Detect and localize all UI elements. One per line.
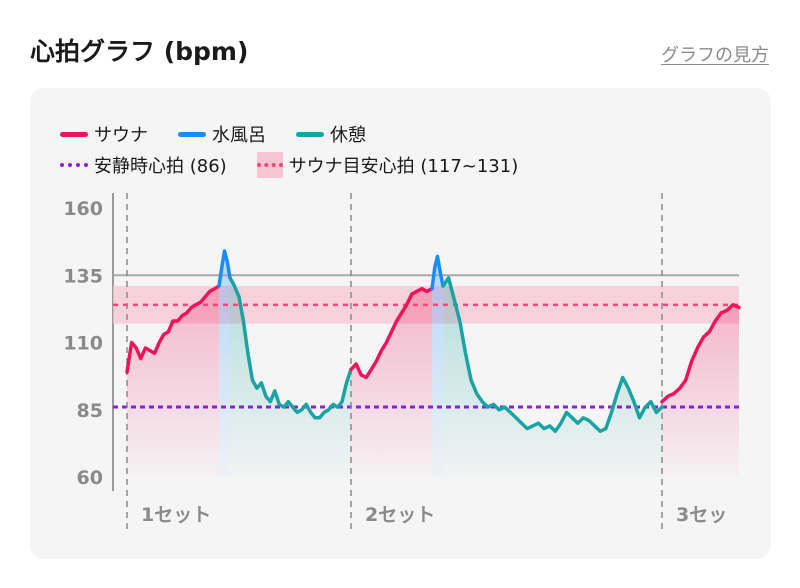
legend-sauna: サウナ <box>60 121 148 147</box>
graph-guide-link[interactable]: グラフの見方 <box>661 45 769 66</box>
legend-target: サウナ目安心拍 (117~131) <box>256 152 519 178</box>
legend-row-phases: サウナ 水風呂 休憩 <box>60 121 396 147</box>
legend-resting-label: 安静時心拍 (86) <box>94 156 227 177</box>
area-fill-mizuburo <box>432 256 443 477</box>
y-tick-label: 85 <box>77 400 103 422</box>
area-fill-kyukei <box>230 277 351 477</box>
legend-mizuburo: 水風呂 <box>178 121 266 147</box>
legend-kyukei-label: 休憩 <box>330 125 366 146</box>
legend-mizuburo-label: 水風呂 <box>212 125 266 146</box>
legend-target-swatch <box>256 152 283 178</box>
y-tick-label: 160 <box>63 198 103 220</box>
legend-kyukei-swatch <box>296 131 324 137</box>
legend-target-label: サウナ目安心拍 (117~131) <box>288 156 519 177</box>
legend-sauna-swatch <box>60 131 88 137</box>
heart-rate-chart: 160 135 110 85 60 1セット 2セット 3セッ <box>63 193 741 530</box>
legend-resting-swatch <box>60 163 88 167</box>
legend-row-references: 安静時心拍 (86) サウナ目安心拍 (117~131) <box>60 152 548 178</box>
series-line-mizuburo <box>430 254 445 291</box>
area-fill-sauna <box>351 288 432 477</box>
legend-mizuburo-swatch <box>178 131 206 137</box>
x-tick-label: 1セット <box>141 504 211 526</box>
y-tick-label: 135 <box>63 265 103 287</box>
series-line-sauna <box>660 303 741 404</box>
legend-sauna-label: サウナ <box>94 125 148 146</box>
series-line-mizuburo <box>217 249 232 288</box>
y-tick-label: 110 <box>63 333 103 355</box>
series-line-kyukei <box>441 276 664 434</box>
area-fill-mizuburo <box>219 251 230 477</box>
area-fill-sauna <box>662 304 739 477</box>
page-title: 心拍グラフ (bpm) <box>30 37 249 66</box>
series-line-sauna <box>349 286 434 380</box>
heart-rate-card: サウナ 水風呂 休憩 安静時心拍 (86) サウナ目安心拍 (117~131) <box>30 88 771 559</box>
legend-kyukei: 休憩 <box>296 121 366 147</box>
legend-resting: 安静時心拍 (86) <box>60 152 227 178</box>
series-line-sauna <box>125 284 221 374</box>
series-line-kyukei <box>228 276 353 420</box>
y-tick-label: 60 <box>77 467 103 489</box>
area-fill-sauna <box>127 286 219 477</box>
x-tick-label: 3セッ <box>676 504 727 526</box>
x-tick-label: 2セット <box>365 504 435 526</box>
